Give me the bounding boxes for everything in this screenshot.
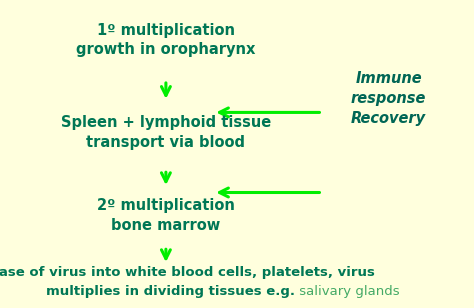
- Text: 1º multiplication
growth in oropharynx: 1º multiplication growth in oropharynx: [76, 23, 255, 57]
- Text: 2º multiplication
bone marrow: 2º multiplication bone marrow: [97, 198, 235, 233]
- Text: salivary glands: salivary glands: [295, 285, 400, 298]
- Text: Immune
response
Recovery: Immune response Recovery: [351, 71, 427, 126]
- Text: Release of virus into white blood cells, platelets, virus: Release of virus into white blood cells,…: [0, 266, 375, 279]
- Text: Spleen + lymphoid tissue
transport via blood: Spleen + lymphoid tissue transport via b…: [61, 115, 271, 150]
- Text: multiplies in dividing tissues e.g.: multiplies in dividing tissues e.g.: [46, 285, 295, 298]
